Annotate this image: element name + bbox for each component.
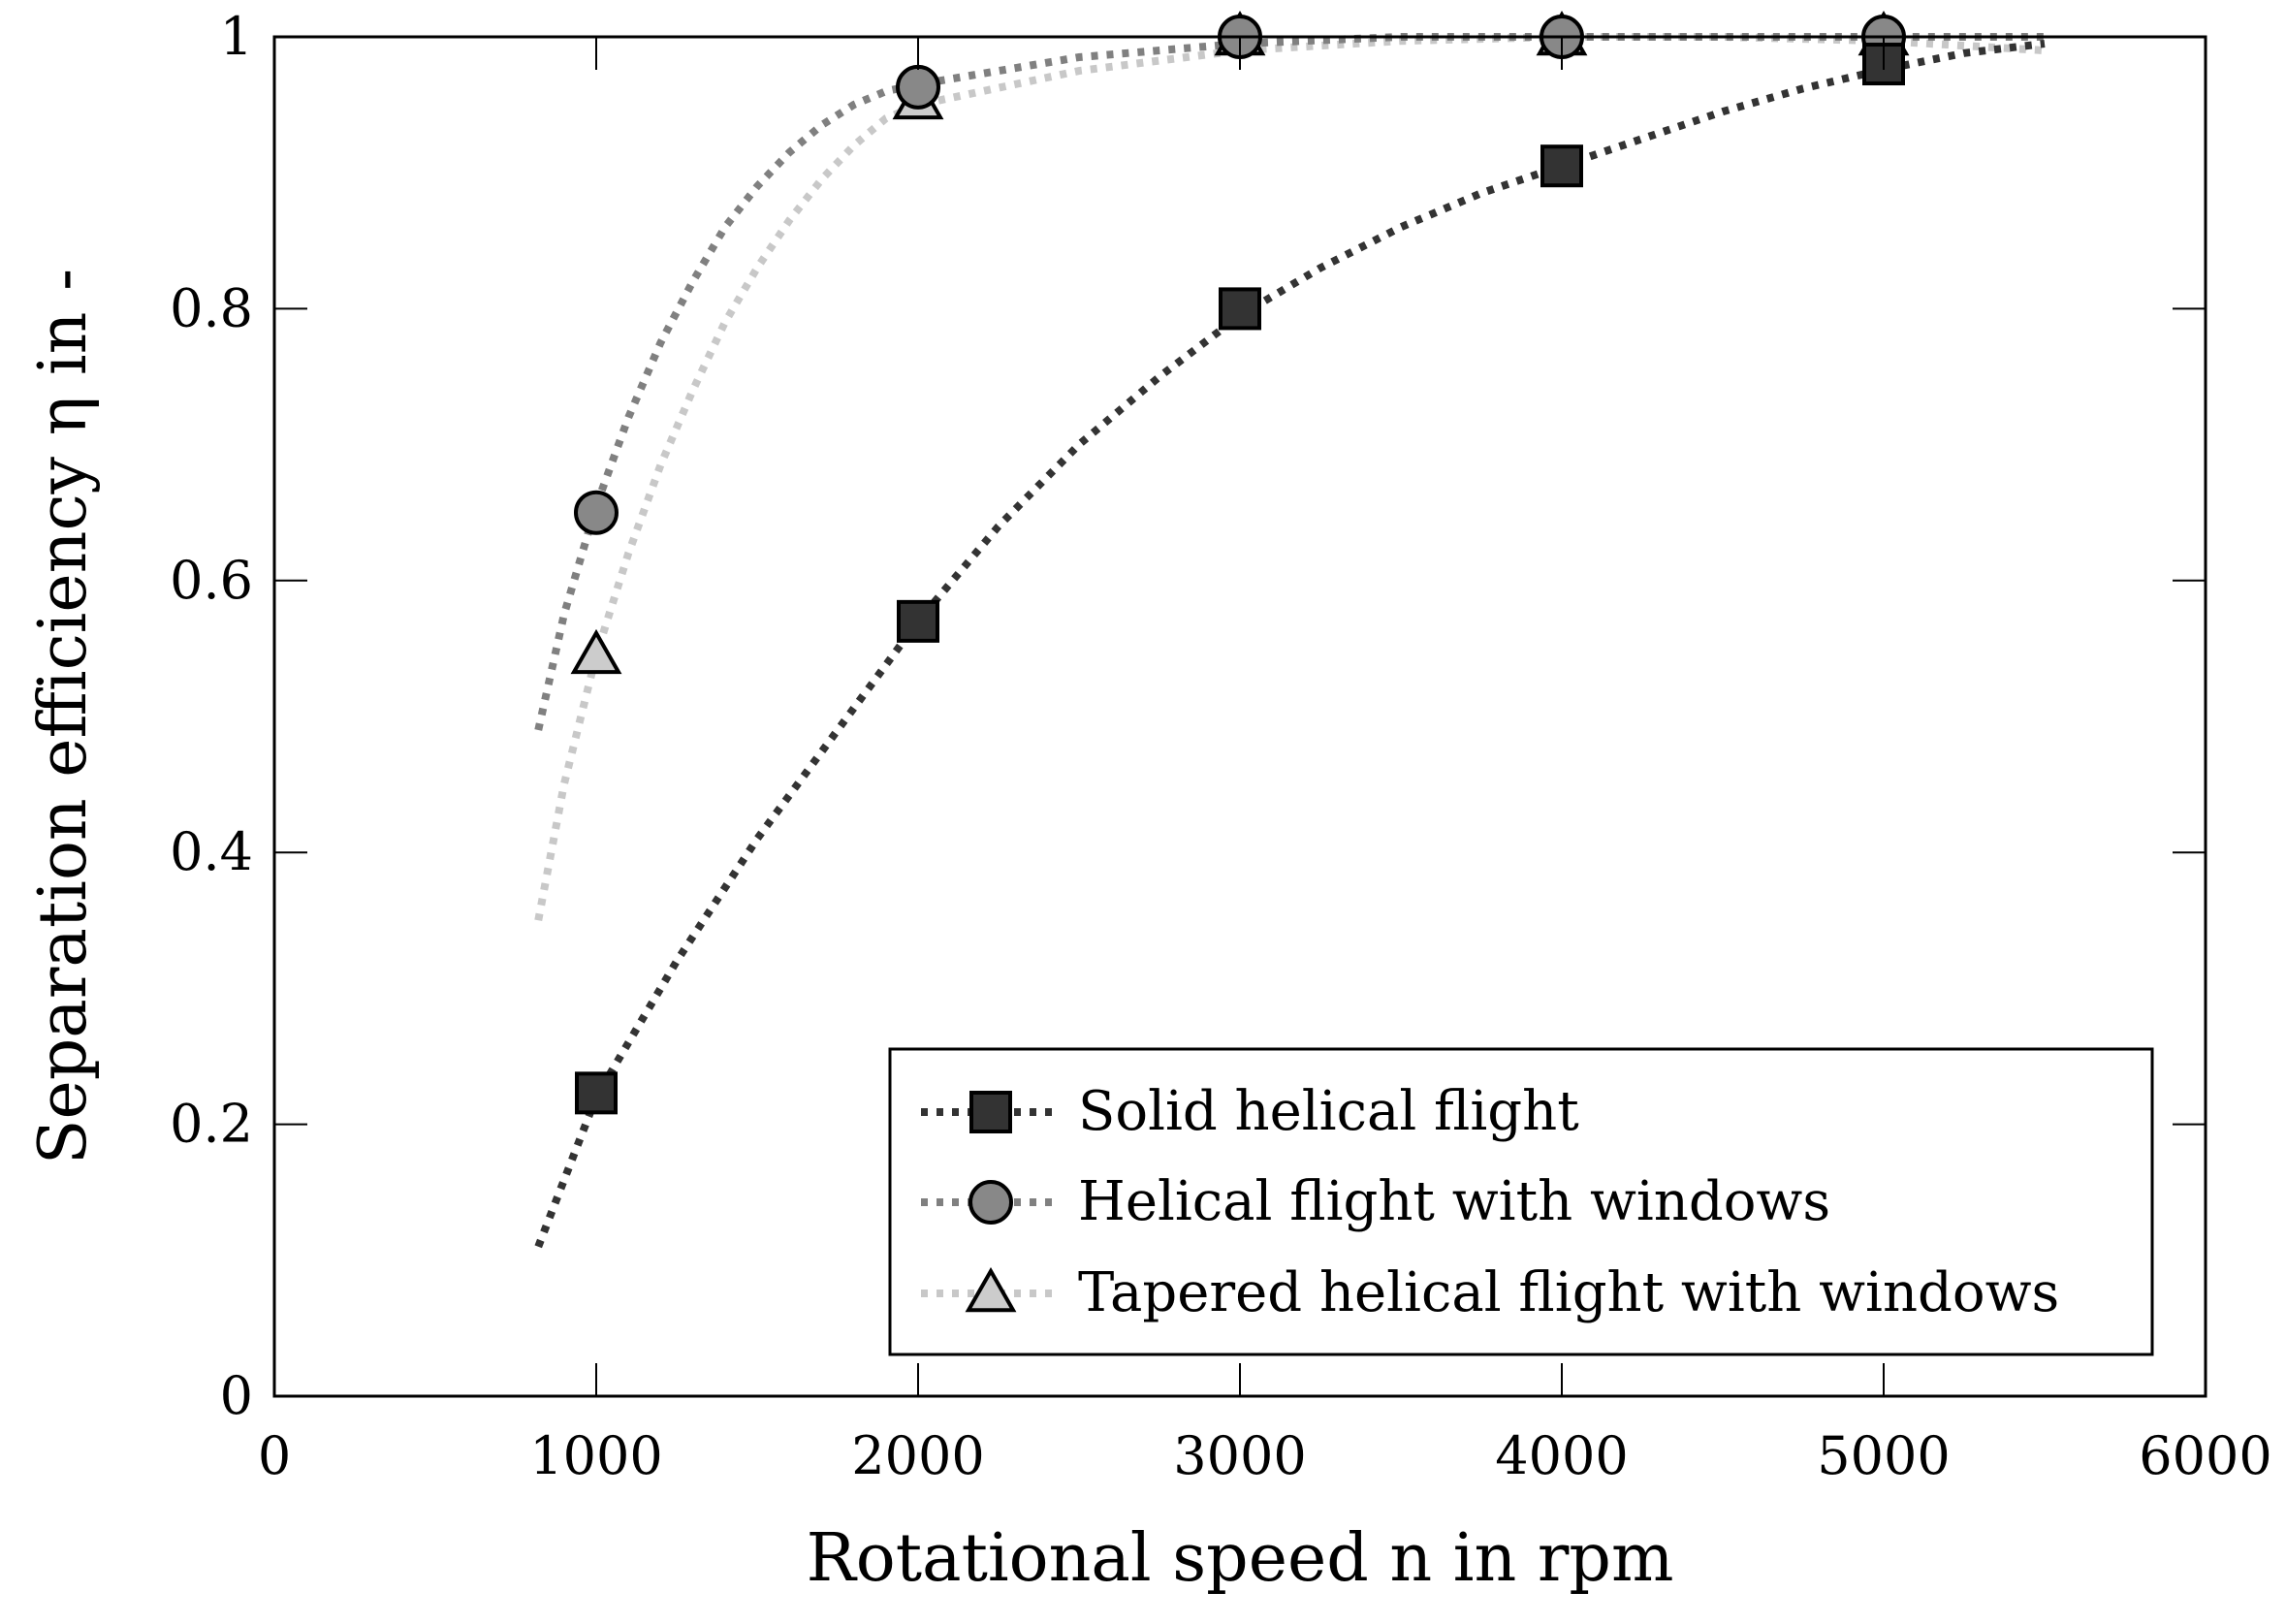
x-tick-label: 5000: [1817, 1425, 1950, 1486]
x-tick-label: 4000: [1495, 1425, 1628, 1486]
legend-label: Tapered helical flight with windows: [1078, 1261, 2059, 1324]
y-tick-label: 0.8: [170, 277, 253, 338]
fit-line-triangle: [534, 33, 2046, 922]
point-circle: [574, 490, 619, 535]
point-square: [575, 1071, 618, 1115]
x-tick-label: 6000: [2139, 1425, 2271, 1486]
axis-ticks: 0 1000 2000 3000 4000 5000 6000 0 0.2 0.4 0.6 0.8 1: [170, 6, 2272, 1486]
fit-curves: [534, 33, 2046, 1249]
point-triangle: [570, 628, 622, 675]
y-tick-label: 1: [220, 6, 253, 67]
point-square: [897, 599, 939, 643]
x-tick-label: 3000: [1173, 1425, 1306, 1486]
y-tick-label: 0: [220, 1365, 253, 1426]
legend-marker-triangle: [965, 1266, 1017, 1313]
fit-line-circle: [534, 33, 2045, 731]
data-markers: [570, 10, 1910, 1115]
x-axis-label: Rotational speed n in rpm: [807, 1520, 1674, 1597]
y-tick-label: 0.2: [170, 1094, 253, 1155]
legend-marker-square: [969, 1091, 1012, 1133]
point-square: [1219, 287, 1261, 331]
legend-box: [888, 1047, 2154, 1356]
legend-label: Helical flight with windows: [1078, 1170, 1830, 1233]
x-tick-label: 0: [258, 1425, 291, 1486]
x-tick-label: 2000: [851, 1425, 984, 1486]
fit-line-square: [534, 40, 2046, 1249]
legend: Solid helical flight Helical flight with …: [888, 1047, 2154, 1356]
y-tick-label: 0.4: [170, 821, 253, 882]
y-axis-label: Separation efficiency η in -: [25, 269, 102, 1164]
legend-label: Solid helical flight: [1078, 1080, 1579, 1143]
point-circle: [896, 64, 940, 110]
x-tick-label: 1000: [529, 1425, 662, 1486]
y-tick-label: 0.6: [170, 550, 253, 611]
legend-marker-circle: [968, 1180, 1013, 1225]
point-square: [1540, 144, 1583, 188]
